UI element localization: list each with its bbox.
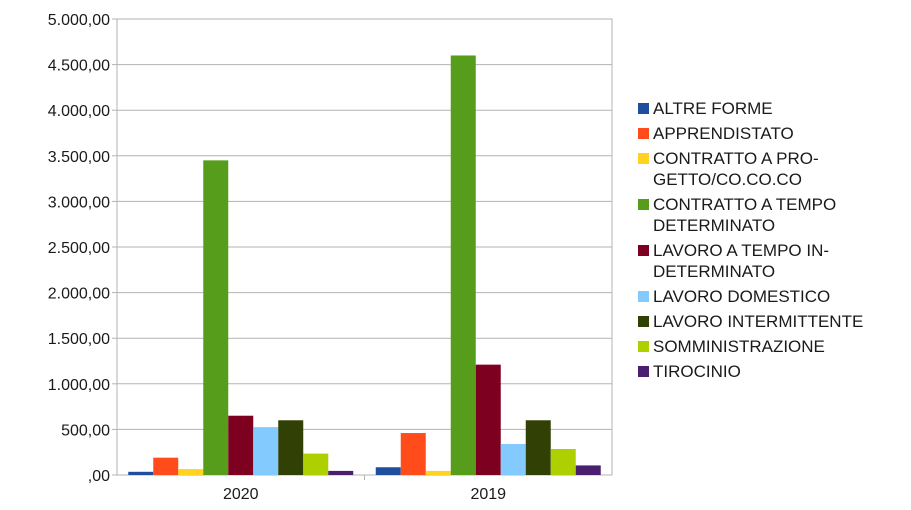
- legend-swatch: [638, 103, 649, 114]
- y-tick-label: 2.500,00: [48, 240, 110, 257]
- legend-item: SOMMINISTRAZIONE: [638, 336, 908, 357]
- legend-label: CONTRATTO A TEMPO DETERMINATO: [653, 195, 837, 235]
- bar: [525, 420, 551, 475]
- y-tick-label: 3.500,00: [48, 149, 110, 166]
- legend-swatch: [638, 153, 649, 164]
- bar: [400, 433, 426, 475]
- legend-swatch: [638, 366, 649, 377]
- legend-swatch: [638, 291, 649, 302]
- legend-label: LAVORO DOMESTICO: [653, 287, 831, 306]
- legend-label: LAVORO INTERMITTENTE: [653, 312, 864, 331]
- legend-swatch: [638, 245, 649, 256]
- legend-swatch: [638, 341, 649, 352]
- bar: [375, 467, 401, 475]
- bar: [425, 470, 451, 475]
- x-tick-label: 2020: [223, 486, 259, 503]
- legend-swatch: [638, 316, 649, 327]
- y-tick-label: ,00: [88, 468, 110, 485]
- bar: [550, 449, 576, 475]
- y-tick-label: 1.500,00: [48, 331, 110, 348]
- bar: [253, 427, 279, 475]
- legend-label: APPRENDISTATO: [653, 124, 794, 143]
- legend-item: ALTRE FORME: [638, 98, 908, 119]
- bar: [278, 420, 304, 475]
- legend-item: APPRENDISTATO: [638, 123, 908, 144]
- legend-label: LAVORO A TEMPO IN- DETERMINATO: [653, 241, 830, 281]
- y-tick-label: 4.000,00: [48, 103, 110, 120]
- legend-label: TIROCINIO: [653, 362, 741, 381]
- legend-item: CONTRATTO A TEMPO DETERMINATO: [638, 194, 908, 236]
- y-tick-label: 5.000,00: [48, 12, 110, 29]
- bar: [128, 471, 154, 475]
- bar: [153, 457, 179, 475]
- legend-swatch: [638, 199, 649, 210]
- legend-label: CONTRATTO A PRO- GETTO/CO.CO.CO: [653, 149, 819, 189]
- legend-swatch: [638, 128, 649, 139]
- chart-legend: ALTRE FORME APPRENDISTATO CONTRATTO A PRO-…: [638, 98, 908, 386]
- legend-item: LAVORO A TEMPO IN- DETERMINATO: [638, 240, 908, 282]
- x-tick-label: 2019: [470, 486, 506, 503]
- bar: [328, 470, 354, 475]
- bar: [228, 415, 254, 475]
- y-tick-label: 1.000,00: [48, 377, 110, 394]
- y-tick-label: 500,00: [61, 422, 110, 439]
- bar: [203, 160, 229, 476]
- y-tick-label: 2.000,00: [48, 286, 110, 303]
- bar: [303, 453, 329, 475]
- legend-label: ALTRE FORME: [653, 99, 773, 118]
- bar: [500, 443, 526, 475]
- bar: [178, 469, 204, 475]
- y-tick-label: 3.000,00: [48, 194, 110, 211]
- bar: [475, 364, 501, 475]
- bar: [450, 55, 476, 475]
- legend-item: LAVORO INTERMITTENTE: [638, 311, 908, 332]
- bar: [575, 465, 601, 475]
- legend-item: CONTRATTO A PRO- GETTO/CO.CO.CO: [638, 148, 908, 190]
- legend-item: TIROCINIO: [638, 361, 908, 382]
- legend-item: LAVORO DOMESTICO: [638, 286, 908, 307]
- legend-label: SOMMINISTRAZIONE: [653, 337, 825, 356]
- y-tick-label: 4.500,00: [48, 58, 110, 75]
